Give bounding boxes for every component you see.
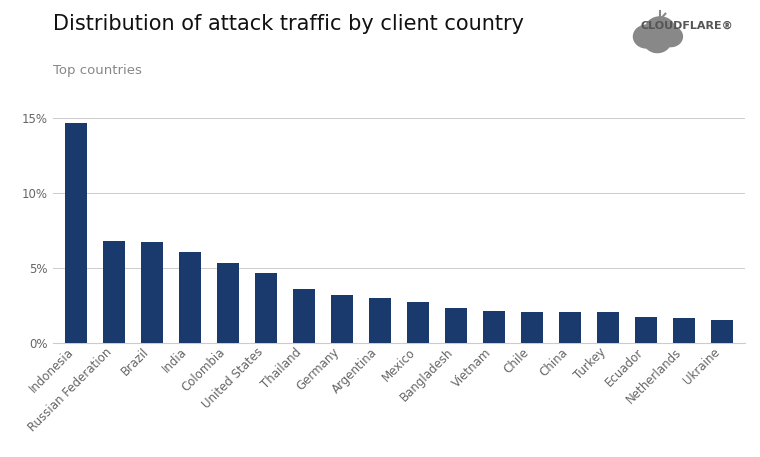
Circle shape: [659, 27, 682, 47]
Bar: [445, 308, 467, 343]
Circle shape: [634, 25, 660, 48]
Bar: [521, 312, 543, 343]
Bar: [217, 263, 239, 343]
Bar: [635, 317, 657, 343]
Bar: [673, 318, 695, 343]
Bar: [331, 295, 353, 343]
Bar: [711, 319, 733, 343]
Bar: [179, 251, 201, 343]
Bar: [103, 241, 125, 343]
Bar: [483, 311, 505, 343]
Text: CLOUDFLARE®: CLOUDFLARE®: [641, 21, 733, 31]
Circle shape: [645, 17, 675, 43]
Text: Top countries: Top countries: [53, 64, 142, 77]
Bar: [559, 312, 581, 343]
Bar: [141, 242, 163, 343]
Bar: [597, 312, 619, 343]
Bar: [65, 123, 87, 343]
Text: Distribution of attack traffic by client country: Distribution of attack traffic by client…: [53, 14, 524, 34]
Bar: [369, 298, 391, 343]
Bar: [293, 289, 315, 343]
Bar: [255, 273, 277, 343]
Bar: [407, 302, 429, 343]
Circle shape: [644, 30, 670, 53]
